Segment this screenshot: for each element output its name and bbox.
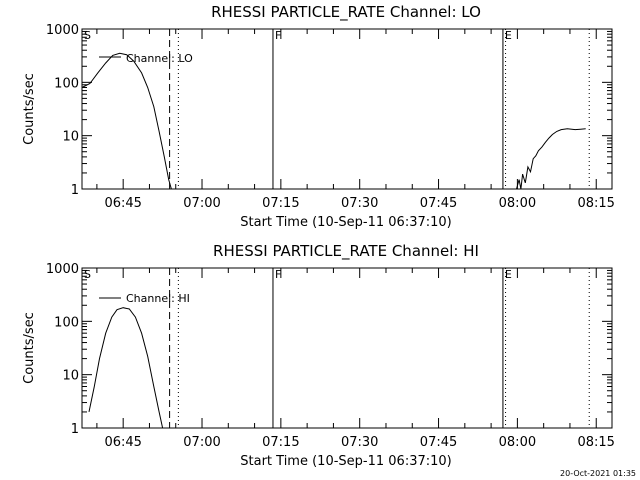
legend-label: Channel: LO bbox=[126, 52, 193, 65]
marker-label: S bbox=[84, 268, 91, 281]
plot-frame bbox=[81, 28, 613, 190]
marker-label: E bbox=[505, 29, 512, 42]
y-tick-label: 100 bbox=[54, 76, 79, 91]
chart-title: RHESSI PARTICLE_RATE Channel: LO bbox=[211, 3, 481, 22]
y-axis-label: Counts/sec bbox=[22, 312, 37, 384]
x-tick-label: 06:45 bbox=[104, 196, 141, 211]
x-tick-label: 07:15 bbox=[262, 196, 299, 211]
marker-label: S bbox=[84, 29, 91, 42]
marker-label: F bbox=[275, 29, 281, 42]
y-tick-label: 1 bbox=[71, 183, 79, 198]
marker-label: F bbox=[275, 268, 281, 281]
x-tick-label: 06:45 bbox=[104, 435, 141, 450]
chart-title: RHESSI PARTICLE_RATE Channel: HI bbox=[213, 242, 479, 261]
y-tick-label: 10 bbox=[62, 369, 79, 384]
x-tick-label: 08:00 bbox=[499, 435, 536, 450]
footer-date: 20-Oct-2021 01:35 bbox=[560, 469, 636, 478]
chart-panel-lo: RHESSI PARTICLE_RATE Channel: LO S F E 1 10 1… bbox=[22, 3, 615, 230]
chart-panel-hi: RHESSI PARTICLE_RATE Channel: HI S F E 1 10 1… bbox=[22, 242, 615, 469]
marker-label: E bbox=[505, 268, 512, 281]
y-tick-label: 10 bbox=[62, 130, 79, 145]
x-tick-label: 07:45 bbox=[420, 196, 457, 211]
x-tick-label: 07:00 bbox=[183, 435, 220, 450]
x-axis-label: Start Time (10-Sep-11 06:37:10) bbox=[240, 215, 451, 230]
x-tick-label: 08:15 bbox=[577, 435, 614, 450]
x-tick-label: 07:30 bbox=[341, 435, 378, 450]
y-axis-label: Counts/sec bbox=[22, 73, 37, 145]
legend-label: Channel: HI bbox=[126, 292, 190, 305]
series-line bbox=[516, 128, 586, 190]
y-tick-label: 100 bbox=[54, 315, 79, 330]
x-tick-label: 07:15 bbox=[262, 435, 299, 450]
x-tick-label: 07:30 bbox=[341, 196, 378, 211]
x-tick-label: 07:00 bbox=[183, 196, 220, 211]
y-tick-label: 1000 bbox=[46, 262, 79, 277]
y-tick-label: 1000 bbox=[46, 23, 79, 38]
x-axis-label: Start Time (10-Sep-11 06:37:10) bbox=[240, 454, 451, 469]
y-tick-label: 1 bbox=[71, 422, 79, 437]
series-line bbox=[88, 307, 164, 429]
x-tick-label: 07:45 bbox=[420, 435, 457, 450]
x-tick-label: 08:00 bbox=[499, 196, 536, 211]
plot-frame bbox=[81, 267, 613, 429]
series-line bbox=[81, 52, 172, 190]
x-tick-label: 08:15 bbox=[577, 196, 614, 211]
